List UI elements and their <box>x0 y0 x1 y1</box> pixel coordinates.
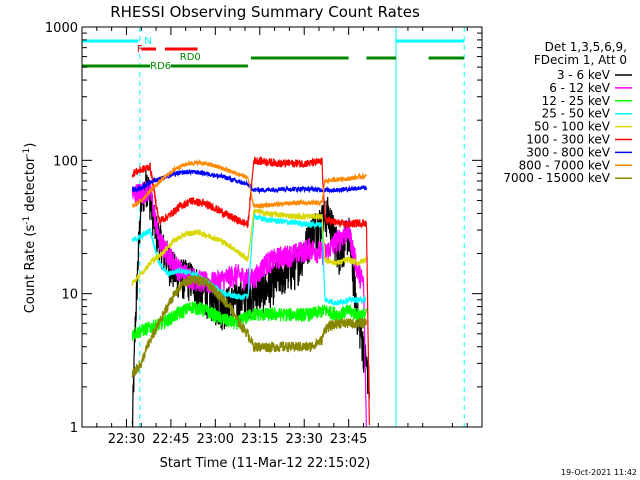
y-tick-label-2: 100 <box>53 154 78 169</box>
x-tick-label-3: 23:15 <box>241 432 278 447</box>
series-line-7 <box>131 158 367 210</box>
y-axis-label: Count Rate (s-1 detector-1) <box>22 143 38 314</box>
y-tick-label-3: 1000 <box>45 21 78 36</box>
x-axis-label: Start Time (11-Mar-12 22:15:02) <box>160 456 371 471</box>
plot-frame <box>81 26 483 428</box>
legend-label-3: 25 - 50 keV <box>542 107 611 121</box>
legend: Det 1,3,5,6,9, FDecim 1, Att 0 3 - 6 keV… <box>503 40 632 185</box>
chart-title: RHESSI Observing Summary Count Rates <box>110 3 420 21</box>
legend-label-8: 7000 - 15000 keV <box>503 171 610 185</box>
legend-label-0: 3 - 6 keV <box>557 68 611 82</box>
series-line-3 <box>131 213 367 306</box>
legend-label-5: 100 - 300 keV <box>526 133 610 147</box>
series-line-0 <box>131 169 371 427</box>
x-tick-label-1: 22:45 <box>152 432 189 447</box>
x-tick-label-5: 23:45 <box>330 432 367 447</box>
y-tick-label-0: 1 <box>70 421 78 436</box>
flag-label-n: N <box>144 36 151 47</box>
plot-area: NF RD6 RD0 <box>82 27 465 427</box>
flag-label-rd6: RD6 <box>150 61 171 72</box>
flag-label-f: F <box>137 44 143 55</box>
legend-label-7: 800 - 7000 keV <box>519 158 611 172</box>
footer-timestamp: 19-Oct-2021 11:42 <box>561 468 637 477</box>
series-line-2 <box>131 301 367 341</box>
flag-label-rd0: RD0 <box>180 52 201 63</box>
x-tick-label-2: 23:00 <box>197 432 234 447</box>
legend-header-line-1: Det 1,3,5,6,9, <box>545 40 627 54</box>
legend-label-4: 50 - 100 keV <box>534 120 611 134</box>
legend-header-line-2: FDecim 1, Att 0 <box>534 53 627 67</box>
series-line-8 <box>131 274 367 379</box>
legend-label-1: 6 - 12 keV <box>549 81 611 95</box>
legend-label-2: 12 - 25 keV <box>542 94 611 108</box>
series-line-4 <box>131 208 367 286</box>
x-tick-label-0: 22:30 <box>108 432 145 447</box>
x-tick-label-4: 23:30 <box>285 432 322 447</box>
legend-label-6: 300 - 800 keV <box>526 145 610 159</box>
y-tick-label-1: 10 <box>61 288 78 303</box>
axes: 22:30 22:45 23:00 23:15 23:30 23:45 1 10 100 1000 <box>45 21 483 447</box>
